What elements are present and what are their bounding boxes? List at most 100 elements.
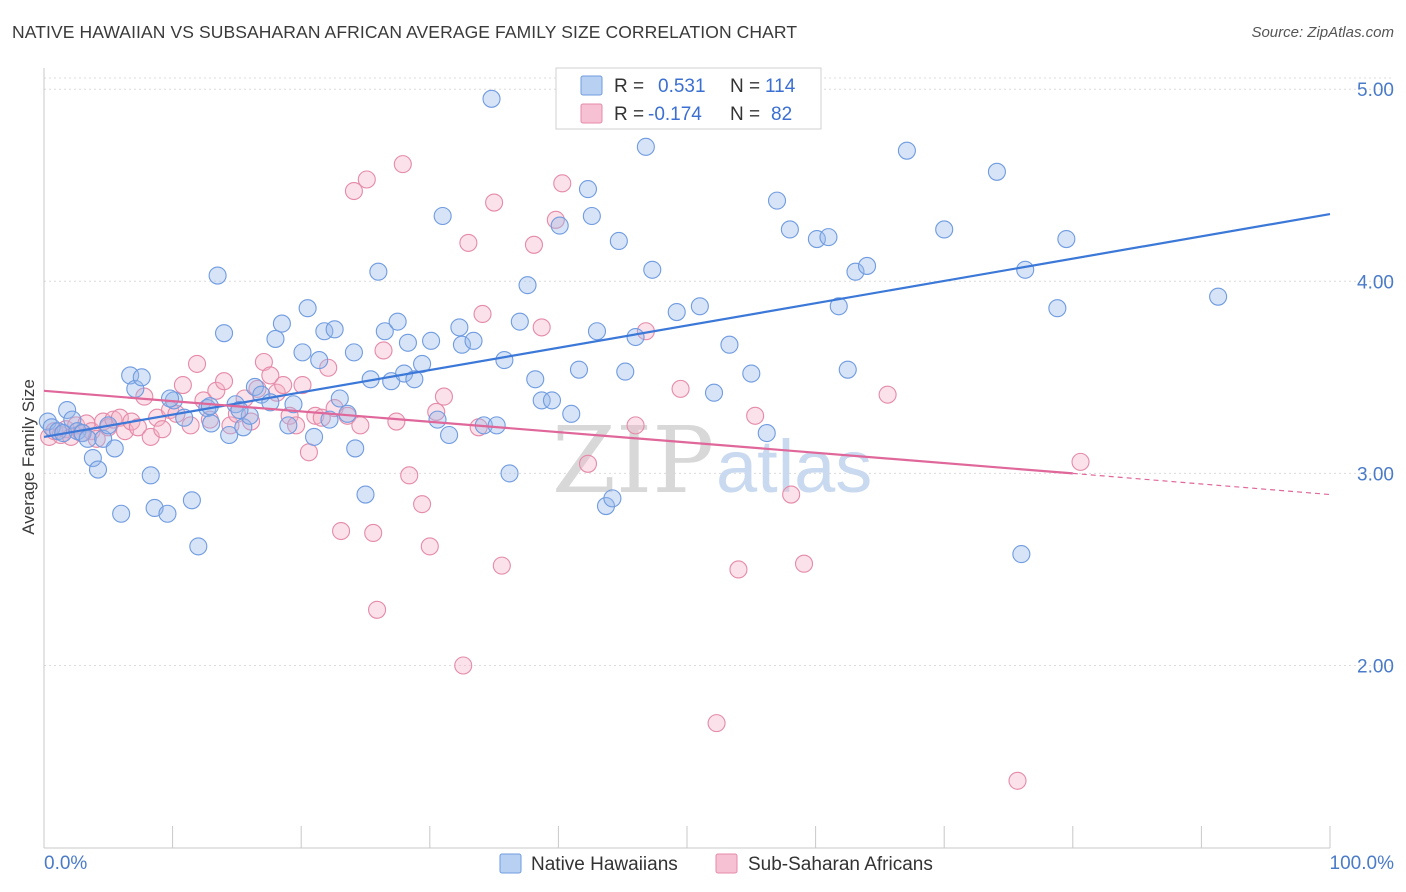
hawaiian-point-58 xyxy=(398,333,417,352)
hawaiian-point-113 xyxy=(160,389,180,408)
hawaiian-point-94 xyxy=(720,335,739,354)
x-tick-min: 0.0% xyxy=(44,853,87,874)
trend-lines xyxy=(43,212,1331,496)
hawaiian-point-54 xyxy=(375,322,394,341)
african-point-67 xyxy=(492,556,511,575)
african-point-66 xyxy=(485,193,504,212)
african-point-73 xyxy=(626,416,645,435)
y-tick-label-2: 4.00 xyxy=(1357,272,1394,293)
hawaiian-point-112 xyxy=(1209,287,1228,306)
hawaiian-point-72 xyxy=(500,464,519,483)
african-point-65 xyxy=(473,304,492,324)
african-point-83 xyxy=(782,485,801,504)
african-point-25 xyxy=(187,354,207,373)
data-points xyxy=(38,89,1228,790)
hawaiian-point-27 xyxy=(208,266,227,285)
hawaiian-point-50 xyxy=(346,439,365,458)
hawaiian-point-84 xyxy=(596,497,616,516)
trend-line-africans xyxy=(43,389,1073,475)
axes xyxy=(43,68,1331,849)
y-tick-labels: 2.00 3.00 4.00 5.00 xyxy=(1357,80,1394,677)
legend-n-label-2: N = xyxy=(730,104,760,125)
hawaiian-point-18 xyxy=(141,466,160,485)
hawaiian-point-106 xyxy=(935,220,954,239)
african-point-82 xyxy=(1071,452,1090,471)
african-point-60 xyxy=(427,402,446,421)
african-point-61 xyxy=(434,387,453,406)
legend-r-hawaiians: 0.531 xyxy=(658,76,706,97)
hawaiian-point-74 xyxy=(518,276,537,295)
hawaiian-point-26 xyxy=(202,414,221,433)
hawaiian-point-67 xyxy=(464,331,483,350)
hawaiian-point-83 xyxy=(587,322,607,341)
hawaiian-point-110 xyxy=(1048,299,1067,318)
watermark-atlas: atlas xyxy=(716,425,872,508)
african-point-23 xyxy=(173,375,192,395)
hawaiian-point-41 xyxy=(298,299,317,318)
hawaiian-point-104 xyxy=(857,256,877,275)
hawaiian-point-24 xyxy=(189,537,208,556)
hawaiian-point-102 xyxy=(838,360,857,379)
legend-swatch-africans xyxy=(580,103,603,124)
hawaiian-point-111 xyxy=(1057,229,1076,249)
african-point-80 xyxy=(878,385,897,404)
african-point-79 xyxy=(794,554,814,573)
hawaiian-point-90 xyxy=(643,260,662,279)
hawaiian-point-80 xyxy=(569,360,589,379)
hawaiian-point-29 xyxy=(220,425,239,445)
watermark-zip: ZIP xyxy=(552,407,714,514)
hawaiian-point-11 xyxy=(94,429,113,448)
african-point-29 xyxy=(214,372,234,391)
hawaiian-point-37 xyxy=(272,314,291,333)
hawaiian-point-96 xyxy=(757,424,776,443)
hawaiian-point-91 xyxy=(667,302,686,322)
hawaiian-point-20 xyxy=(158,504,177,523)
hawaiian-point-8 xyxy=(78,429,97,448)
african-point-40 xyxy=(287,416,306,435)
african-point-76 xyxy=(707,714,726,733)
hawaiian-point-62 xyxy=(428,410,447,429)
african-point-24 xyxy=(181,416,200,435)
bottom-legend-hawaiians: Native Hawaiians xyxy=(531,854,678,875)
hawaiian-point-64 xyxy=(440,425,459,445)
hawaiian-point-65 xyxy=(450,318,469,337)
hawaiian-point-92 xyxy=(690,297,709,316)
hawaiian-point-79 xyxy=(562,404,581,423)
hawaiian-point-89 xyxy=(636,137,655,156)
hawaiian-point-82 xyxy=(582,206,601,226)
hawaiian-point-38 xyxy=(279,416,298,435)
hawaiian-point-5 xyxy=(63,410,82,429)
hawaiian-point-46 xyxy=(320,410,339,429)
hawaiian-point-47 xyxy=(330,389,349,408)
hawaiian-point-49 xyxy=(344,343,363,362)
hawaiian-point-70 xyxy=(487,416,506,435)
african-point-63 xyxy=(459,233,478,252)
hawaiian-point-103 xyxy=(846,262,865,281)
hawaiian-point-85 xyxy=(603,489,622,508)
hawaiian-point-42 xyxy=(305,427,324,446)
african-point-58 xyxy=(413,495,432,514)
hawaiian-point-51 xyxy=(356,485,375,504)
y-tick-label-1: 3.00 xyxy=(1357,464,1394,485)
african-point-56 xyxy=(393,155,412,174)
african-point-51 xyxy=(357,170,376,189)
hawaiian-point-73 xyxy=(510,312,529,331)
legend-r-label-2: R = xyxy=(614,104,644,125)
gridlines xyxy=(44,77,1394,667)
hawaiian-point-71 xyxy=(495,351,514,370)
african-point-41 xyxy=(293,375,312,395)
african-point-78 xyxy=(746,406,765,425)
african-point-54 xyxy=(374,341,393,360)
hawaiian-point-61 xyxy=(422,331,441,350)
hawaiian-point-17 xyxy=(132,368,151,387)
african-point-49 xyxy=(344,181,363,201)
african-point-81 xyxy=(1008,771,1027,790)
hawaiian-point-15 xyxy=(121,366,140,385)
bottom-legend-africans: Sub-Saharan Africans xyxy=(748,854,933,875)
african-point-71 xyxy=(553,174,572,193)
hawaiian-point-86 xyxy=(609,231,628,251)
trend-line-africans-extension xyxy=(1072,472,1331,496)
legend-r-label: R = xyxy=(614,76,644,97)
african-point-62 xyxy=(454,656,473,675)
hawaiian-point-108 xyxy=(1012,545,1031,564)
